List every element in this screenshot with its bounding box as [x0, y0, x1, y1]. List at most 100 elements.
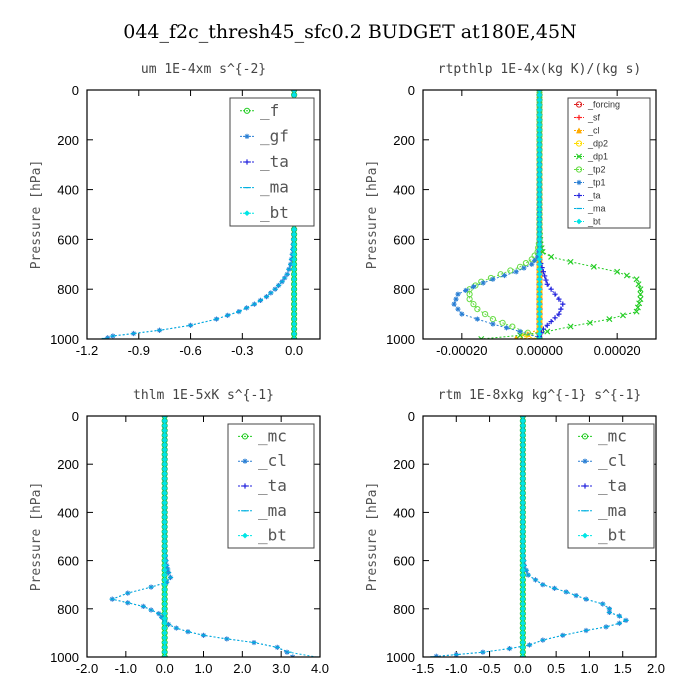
y-tick-label: 0 [72, 83, 79, 98]
point-ta [548, 286, 554, 292]
legend-marker [575, 127, 583, 134]
y-tick-label: 200 [393, 133, 415, 148]
point-tp2 [509, 323, 516, 330]
x-tick-label: 3.0 [272, 661, 290, 676]
y-tick-label: 0 [72, 409, 79, 424]
series-line-tp2 [469, 90, 540, 339]
legend: _f _gf _ta _ma _bt [229, 97, 315, 227]
point-dp1 [478, 336, 485, 339]
point-dp1 [633, 308, 640, 315]
point-tp1 [534, 254, 541, 260]
point-tp2 [499, 319, 506, 326]
y-tick-label: 1000 [50, 332, 79, 347]
point-dp1 [586, 319, 593, 326]
y-tick-label: 400 [57, 183, 79, 198]
legend-label: _f [260, 101, 279, 120]
point-ta [560, 301, 566, 307]
y-axis-label: Pressure [hPa] [29, 482, 44, 592]
legend-marker [575, 140, 583, 147]
legend-marker [575, 101, 583, 108]
legend-label: _ma [258, 501, 287, 520]
y-axis-label: Pressure [hPa] [365, 160, 380, 270]
legend-marker [582, 532, 588, 539]
legend: _mc _cl _ta _ma _bt [227, 423, 315, 549]
legend-marker [242, 458, 248, 464]
x-tick-label: 2.0 [233, 661, 251, 676]
point-tp1 [517, 328, 523, 335]
point-tp2 [482, 311, 489, 318]
point-bt [161, 654, 168, 657]
point-ta [543, 277, 549, 283]
point-dp1 [614, 268, 621, 275]
x-tick-label: 0.0 [514, 661, 532, 676]
point-tp1 [513, 269, 519, 275]
point-dp1 [637, 296, 644, 303]
legend-label: _mc [598, 426, 627, 445]
legend-label: _ma [598, 501, 627, 520]
point-tp1 [503, 325, 510, 331]
y-tick-label: 200 [57, 133, 79, 148]
point-bt [519, 654, 526, 657]
x-tick-label: 1.0 [580, 661, 598, 676]
point-dp1 [606, 316, 613, 323]
x-tick-label: 2.0 [647, 661, 665, 676]
x-tick-label: 0.0 [156, 661, 174, 676]
legend-marker [241, 433, 249, 440]
legend-marker [576, 192, 582, 199]
legend-marker [582, 458, 588, 464]
legend-label: _ta [258, 476, 287, 495]
point-tp1 [490, 321, 496, 327]
legend-marker [581, 433, 589, 440]
figure-title: 044_f2c_thresh45_sfc0.2 BUDGET at180E,45… [123, 21, 576, 43]
point-tp1 [501, 272, 508, 279]
x-tick-label: -0.9 [128, 343, 150, 358]
point-tp1 [455, 306, 461, 312]
point-dp1 [567, 323, 574, 330]
y-tick-label: 1000 [386, 332, 415, 347]
series-group [451, 90, 644, 339]
y-tick-label: 1000 [50, 650, 79, 665]
legend-marker [576, 153, 582, 160]
y-tick-label: 800 [393, 282, 415, 297]
legend-marker [576, 218, 582, 225]
y-tick-label: 600 [57, 232, 79, 247]
panel-1: um 1E-4xm s^{-2} Pressure [hPa] -1.2 -0.9 -0… [29, 62, 321, 358]
y-tick-label: 400 [393, 505, 415, 520]
legend-label: _bt [258, 526, 287, 545]
y-tick-label: 600 [393, 554, 415, 569]
x-tick-label: -1.5 [412, 661, 434, 676]
point-dp1 [637, 291, 644, 298]
point-tp1 [490, 276, 496, 282]
y-tick-label: 600 [393, 232, 415, 247]
point-tp2 [522, 259, 530, 267]
chart-panels: um 1E-4xm s^{-2} Pressure [hPa] -1.2 -0.9 -0… [29, 62, 665, 676]
series-group [430, 416, 629, 657]
x-tick-label: -0.5 [478, 661, 500, 676]
legend-label: _tp1 [587, 178, 606, 188]
legend-marker [244, 133, 250, 139]
plot-frame [422, 89, 657, 340]
point-tp1 [459, 311, 465, 317]
x-tick-label: 0.0 [285, 343, 303, 358]
x-tick-label: 4.0 [311, 661, 329, 676]
legend-label: _mc [258, 426, 287, 445]
point-ta [540, 269, 546, 275]
x-tick-label: -2.0 [76, 661, 98, 676]
legend-label: _dp2 [587, 139, 608, 149]
point-ta [558, 306, 564, 312]
x-tick-label: -0.6 [179, 343, 201, 358]
point-ta [552, 291, 558, 297]
panel-title: um 1E-4xm s^{-2} [141, 62, 266, 77]
legend-label: _cl [598, 451, 627, 470]
legend-label: _bt [598, 526, 627, 545]
point-tp1 [529, 261, 535, 267]
x-tick-label: -1.0 [445, 661, 467, 676]
legend: _forcing _sf _cl _dp2 _dp1 _tp2 _tp1 _ta _ma _bt [567, 97, 651, 229]
y-tick-label: 800 [57, 282, 79, 297]
y-tick-label: 800 [393, 602, 415, 617]
panel-title: rtpthlp 1E-4x(kg K)/(kg s) [438, 62, 642, 77]
legend-label: _ta [260, 152, 289, 171]
legend-marker [582, 483, 588, 489]
panel-title: thlm 1E-5xK s^{-1} [133, 388, 274, 403]
